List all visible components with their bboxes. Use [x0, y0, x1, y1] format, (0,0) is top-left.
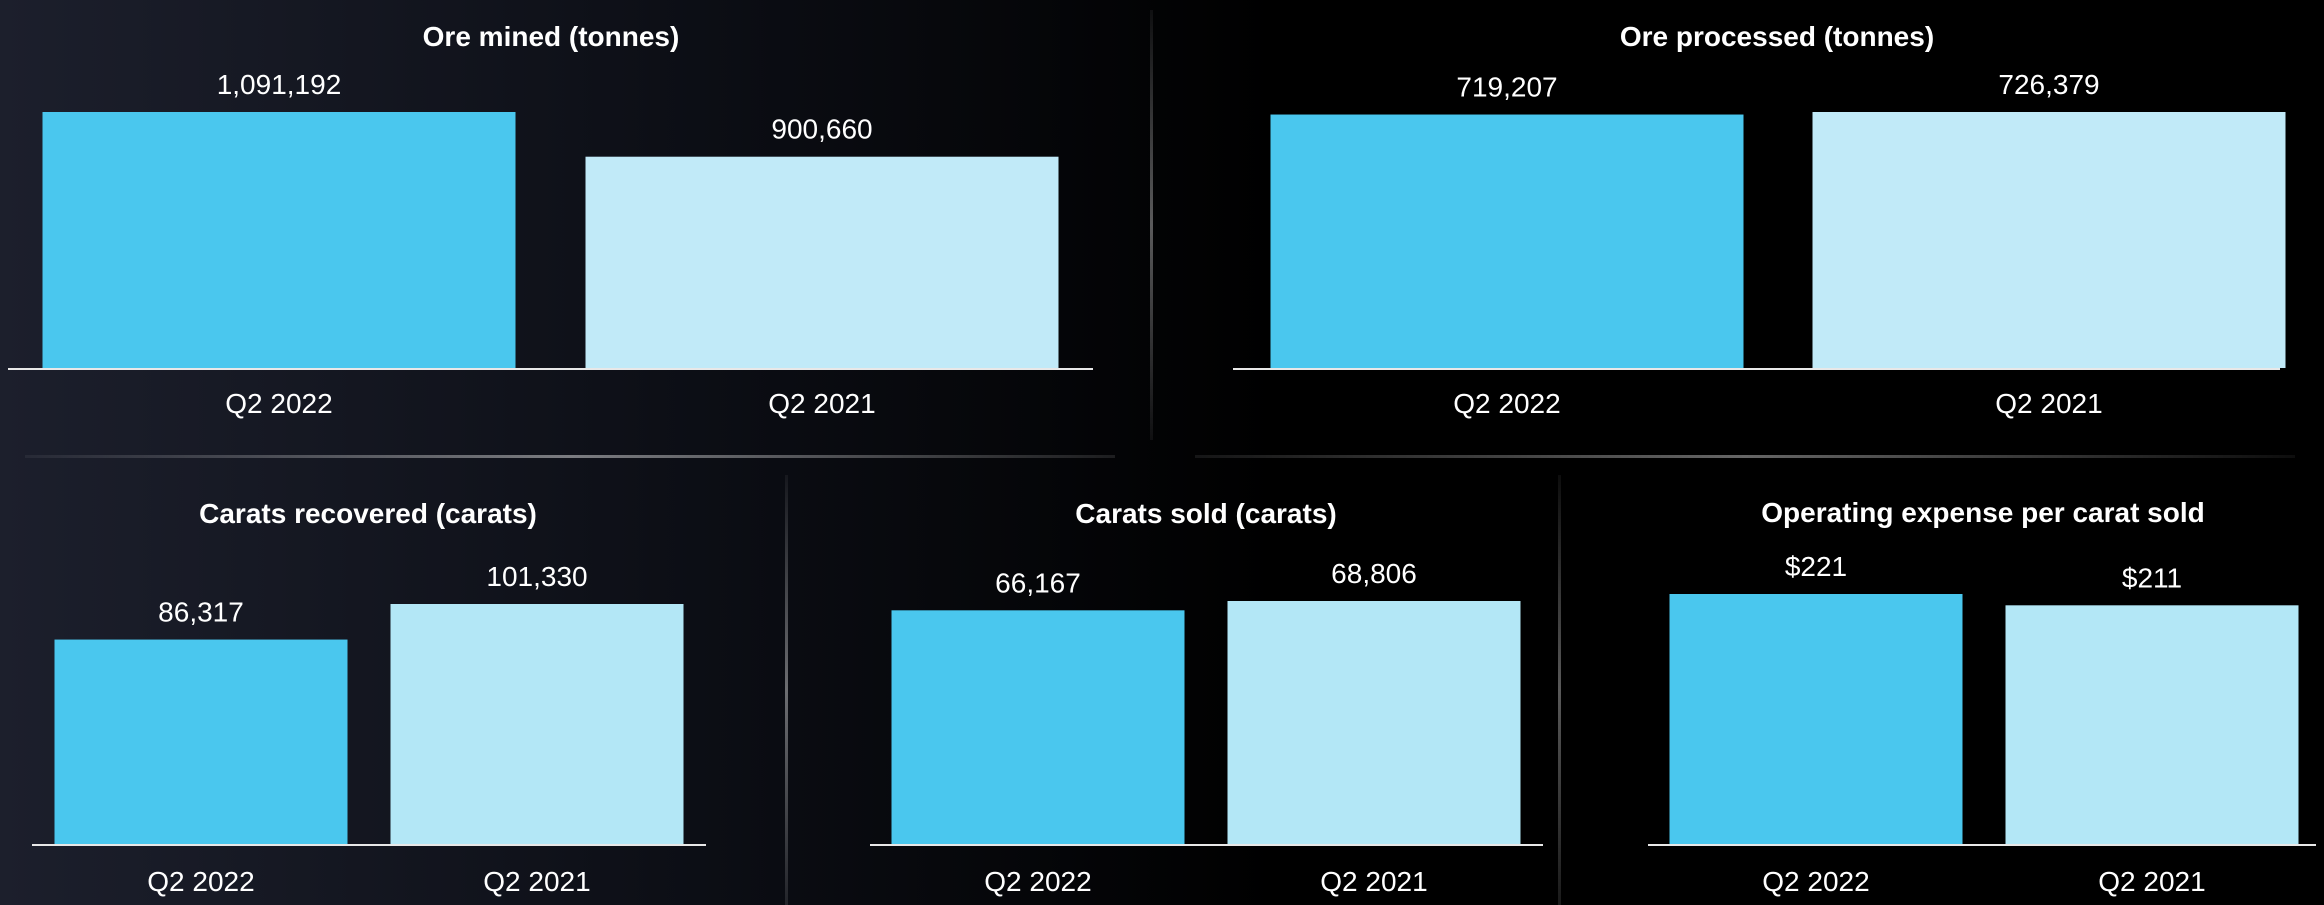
- chart-ore-mined-svg: Ore mined (tonnes) 1,091,192 900,660 Q2 …: [8, 21, 1093, 419]
- category-label-q2-2022: Q2 2022: [147, 866, 254, 897]
- bar-q2-2022: [42, 112, 516, 368]
- divider-horizontal-left: [25, 455, 1115, 458]
- bar-q2-2021: [2005, 605, 2299, 844]
- bar-q2-2022: [1669, 594, 1963, 844]
- chart-carats-sold: Carats sold (carats) 66,167 68,806 Q2 20…: [870, 498, 1543, 897]
- divider-horizontal-right: [1195, 455, 2295, 458]
- chart-title: Carats sold (carats): [1075, 498, 1336, 529]
- chart-title: Carats recovered (carats): [199, 498, 537, 529]
- chart-carats-recovered: Carats recovered (carats) 86,317 101,330…: [0, 0, 800, 905]
- chart-title: Operating expense per carat sold: [1761, 497, 2205, 528]
- divider-vertical-top: [1150, 10, 1153, 440]
- chart-carats-recovered-svg: Carats recovered (carats) 86,317 101,330…: [32, 498, 706, 897]
- bar-q2-2021: [390, 604, 684, 844]
- category-label-q2-2021: Q2 2021: [768, 388, 875, 419]
- chart-ore-mined: Ore mined (tonnes) 1,091,192 900,660 Q2 …: [0, 0, 1100, 430]
- divider-vertical-bottom-1: [785, 475, 788, 905]
- category-label-q2-2022: Q2 2022: [225, 388, 332, 419]
- chart-carats-sold-svg: Carats sold (carats) 66,167 68,806 Q2 20…: [870, 498, 1543, 897]
- category-label-q2-2022: Q2 2022: [984, 866, 1091, 897]
- category-label-q2-2021: Q2 2021: [483, 866, 590, 897]
- chart-ore-processed: Ore processed (tonnes) 719,207 726,379 Q…: [0, 0, 2324, 430]
- bar-q2-2022: [54, 639, 348, 844]
- bar-q2-2022: [891, 610, 1185, 844]
- value-label-q2-2022: 719,207: [1456, 72, 1557, 103]
- category-label-q2-2021: Q2 2021: [1320, 866, 1427, 897]
- category-label-q2-2022: Q2 2022: [1453, 388, 1560, 419]
- value-label-q2-2022: 86,317: [158, 597, 244, 628]
- value-label-q2-2021: $211: [2122, 562, 2182, 593]
- divider-vertical-bottom-2: [1558, 475, 1561, 905]
- bar-q2-2021: [1812, 112, 2286, 368]
- bar-q2-2021: [585, 156, 1059, 368]
- category-label-q2-2022: Q2 2022: [1762, 866, 1869, 897]
- value-label-q2-2021: 68,806: [1331, 558, 1417, 589]
- bar-q2-2022: [1270, 114, 1744, 368]
- chart-ore-processed-svg: Ore processed (tonnes) 719,207 726,379 Q…: [1233, 21, 2286, 419]
- category-label-q2-2021: Q2 2021: [1995, 388, 2102, 419]
- value-label-q2-2021: 101,330: [486, 561, 587, 592]
- value-label-q2-2021: 726,379: [1998, 69, 2099, 100]
- bar-q2-2021: [1227, 601, 1521, 844]
- chart-title: Ore mined (tonnes): [423, 21, 680, 52]
- value-label-q2-2021: 900,660: [771, 114, 872, 145]
- value-label-q2-2022: 1,091,192: [217, 69, 342, 100]
- chart-title: Ore processed (tonnes): [1620, 21, 1934, 52]
- category-label-q2-2021: Q2 2021: [2098, 866, 2205, 897]
- value-label-q2-2022: 66,167: [995, 567, 1081, 598]
- value-label-q2-2022: $221: [1785, 551, 1847, 582]
